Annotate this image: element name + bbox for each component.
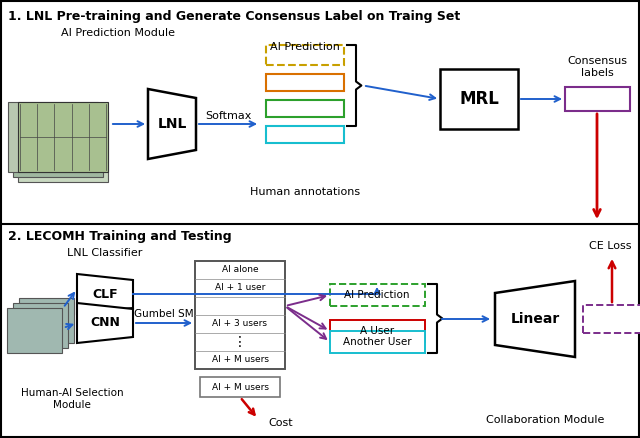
Text: Consensus
labels: Consensus labels — [567, 56, 627, 78]
Bar — [266, 45, 344, 65]
Text: Linear: Linear — [510, 312, 559, 326]
Polygon shape — [77, 303, 133, 343]
Text: LNL Classifier: LNL Classifier — [67, 248, 143, 258]
Text: CNN: CNN — [90, 317, 120, 329]
Bar — [195, 261, 285, 369]
Bar — [583, 305, 640, 333]
Polygon shape — [148, 89, 196, 159]
Bar — [13, 303, 68, 348]
Bar — [565, 87, 630, 111]
Text: AI Prediction: AI Prediction — [344, 290, 410, 300]
Bar — [200, 377, 280, 397]
Text: Another User: Another User — [342, 337, 412, 347]
Text: Softmax: Softmax — [205, 111, 251, 121]
Bar — [266, 74, 344, 91]
Bar — [13, 107, 103, 177]
Bar — [8, 102, 98, 172]
Bar — [195, 333, 285, 351]
Bar — [330, 284, 425, 306]
Bar — [195, 297, 285, 315]
Bar — [266, 100, 344, 117]
Text: Cost: Cost — [268, 418, 292, 428]
Bar — [195, 261, 285, 279]
Bar — [195, 315, 285, 333]
Text: MRL: MRL — [459, 90, 499, 108]
Bar — [7, 308, 62, 353]
Text: AI + 2 users: AI + 2 users — [212, 301, 268, 311]
Text: 2. LECOMH Training and Testing: 2. LECOMH Training and Testing — [8, 230, 232, 243]
Text: Gumbel SM: Gumbel SM — [134, 309, 194, 319]
Bar — [19, 298, 74, 343]
Text: ⋮: ⋮ — [233, 335, 247, 349]
Text: CE Loss: CE Loss — [589, 241, 631, 251]
Text: Human-AI Selection
Module: Human-AI Selection Module — [20, 389, 124, 410]
Bar — [440, 69, 518, 129]
Text: AI + M users: AI + M users — [211, 356, 269, 364]
Bar — [18, 102, 108, 172]
Text: Human annotations: Human annotations — [250, 187, 360, 197]
Text: 1. LNL Pre-training and Generate Consensus Label on Traing Set: 1. LNL Pre-training and Generate Consens… — [8, 10, 460, 23]
Text: AI + 1 user: AI + 1 user — [215, 283, 265, 293]
Bar — [266, 126, 344, 143]
Text: Collaboration Module: Collaboration Module — [486, 415, 604, 425]
Bar — [195, 279, 285, 297]
Text: A User: A User — [360, 326, 394, 336]
Bar — [195, 351, 285, 369]
Text: CLF: CLF — [92, 287, 118, 300]
Bar — [330, 331, 425, 353]
Polygon shape — [77, 274, 133, 314]
Text: AI Prediction: AI Prediction — [270, 42, 340, 52]
Text: AI + M users: AI + M users — [211, 382, 269, 392]
Bar — [330, 320, 425, 342]
Polygon shape — [495, 281, 575, 357]
Text: AI + 3 users: AI + 3 users — [212, 319, 268, 328]
Text: AI Prediction Module: AI Prediction Module — [61, 28, 175, 38]
Bar — [18, 112, 108, 182]
Text: LNL: LNL — [157, 117, 187, 131]
Text: AI alone: AI alone — [221, 265, 259, 275]
